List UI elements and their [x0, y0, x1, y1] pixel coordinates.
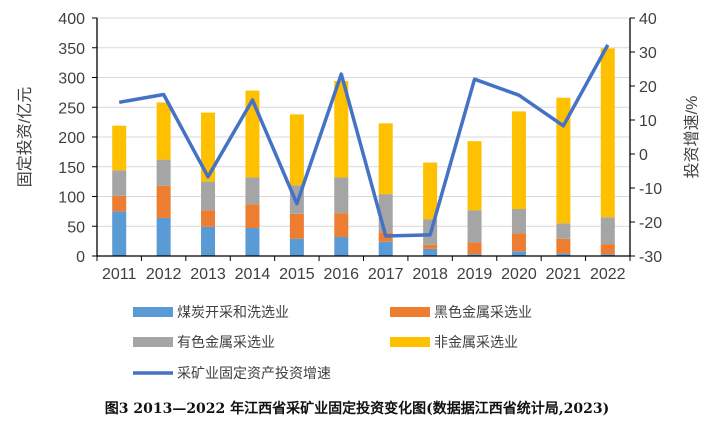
y2-tick-label: -30: [639, 249, 662, 266]
bar: [600, 244, 615, 255]
y-tick-label: 0: [76, 249, 85, 266]
y-tick-label: 300: [58, 71, 85, 88]
y-tick-label: 200: [58, 130, 85, 147]
x-tick-label: 2021: [546, 266, 582, 283]
y2-tick-label: -20: [639, 215, 662, 232]
bar: [556, 223, 571, 239]
chart: 0 50 100 150 200 250 300 350 400 -30 -20 -10 0 10 20 30…: [16, 11, 701, 381]
bar: [423, 162, 438, 220]
y-tick-label: 250: [58, 100, 85, 117]
legend-label: 采矿业固定资产投资增速: [177, 365, 331, 381]
bar: [245, 228, 260, 256]
bar: [334, 81, 349, 178]
bar: [156, 185, 171, 218]
x-tick-label: 2015: [279, 266, 315, 283]
x-tick-label: 2016: [323, 266, 359, 283]
legend-swatch: [390, 307, 430, 317]
bar: [289, 213, 304, 239]
bar: [334, 213, 349, 237]
bar: [201, 112, 216, 182]
x-tick-label: 2018: [412, 266, 448, 283]
bar: [201, 181, 216, 211]
legend-label: 非金属采选业: [434, 334, 518, 350]
bar: [378, 241, 393, 256]
bar: [112, 211, 127, 256]
legend-label: 煤炭开采和洗选业: [177, 304, 289, 320]
bar: [112, 195, 127, 212]
y-tick-label: 100: [58, 190, 85, 207]
bar: [289, 114, 304, 186]
bar: [289, 238, 304, 256]
x-tick-label: 2022: [590, 266, 626, 283]
bar: [156, 102, 171, 160]
bar: [467, 210, 482, 243]
bar: [156, 217, 171, 256]
bar: [334, 177, 349, 214]
x-tick-label: 2013: [190, 266, 226, 283]
x-tick-label: 2019: [457, 266, 493, 283]
y-tick-label: 150: [58, 160, 85, 177]
x-tick-label: 2017: [368, 266, 404, 283]
legend-label: 有色金属采选业: [177, 334, 275, 350]
bar: [156, 159, 171, 186]
bar: [423, 248, 438, 256]
x-tick-label: 2011: [102, 266, 137, 283]
y2-axis-label: 投资增速/%: [683, 96, 701, 179]
bar: [201, 226, 216, 256]
bar: [600, 217, 615, 245]
legend-label: 黑色金属采选业: [434, 304, 532, 320]
bar: [511, 251, 526, 256]
bar: [201, 210, 216, 227]
y2-tick-label: 0: [639, 147, 648, 164]
bar: [423, 244, 438, 249]
bar: [245, 177, 260, 205]
bar: [511, 111, 526, 209]
legend-swatch: [133, 337, 173, 347]
bar: [112, 125, 127, 171]
y2-tick-label: -10: [639, 181, 662, 198]
bar: [467, 254, 482, 256]
bar: [334, 236, 349, 256]
y2-tick-label: 40: [639, 11, 657, 28]
figure-caption: 图3 2013—2022 年江西省采矿业固定投资变化图(数据据江西省统计局,20…: [104, 401, 610, 417]
bar: [245, 204, 260, 229]
bar: [511, 208, 526, 234]
bar: [600, 48, 615, 218]
bar: [467, 141, 482, 211]
bar: [467, 242, 482, 255]
y2-tick-label: 30: [639, 45, 657, 62]
y-tick-label: 50: [67, 219, 85, 236]
bar: [112, 170, 127, 196]
x-tick-label: 2014: [235, 266, 271, 283]
y2-tick-label: 10: [639, 113, 657, 130]
y-axis-label: 固定投资/亿元: [16, 87, 34, 187]
bar: [600, 254, 615, 256]
bar: [556, 238, 571, 254]
bar: [556, 97, 571, 224]
y-tick-label: 350: [58, 41, 85, 58]
bar: [556, 253, 571, 256]
y-tick-label: 400: [58, 11, 85, 28]
growth-line: [118, 44, 610, 238]
y2-tick-label: 20: [639, 79, 657, 96]
legend-swatch: [390, 337, 430, 347]
x-tick-label: 2020: [501, 266, 537, 283]
bar: [511, 233, 526, 252]
bar: [378, 123, 393, 195]
legend-swatch: [133, 307, 173, 317]
x-tick-label: 2012: [146, 266, 182, 283]
